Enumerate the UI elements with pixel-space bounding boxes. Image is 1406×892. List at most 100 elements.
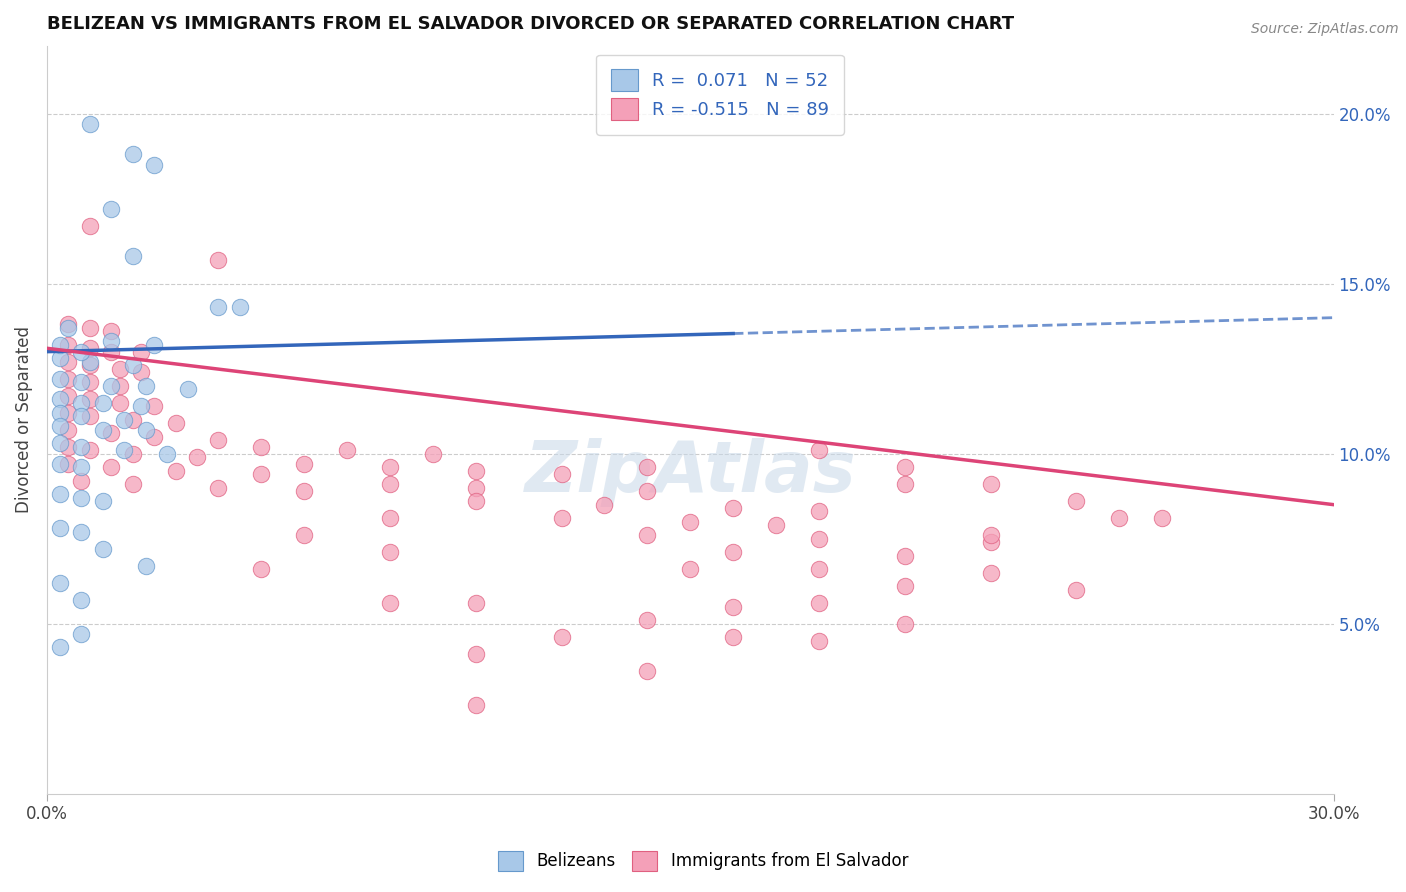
Point: [893, 549, 915, 563]
Point: [464, 464, 486, 478]
Point: [79, 443, 101, 458]
Point: [49, 406, 72, 420]
Point: [79, 219, 101, 233]
Point: [593, 498, 616, 512]
Point: [100, 334, 122, 349]
Point: [464, 481, 486, 495]
Point: [121, 250, 143, 264]
Point: [292, 457, 315, 471]
Point: [721, 599, 744, 614]
Point: [250, 467, 273, 481]
Point: [464, 647, 486, 661]
Point: [79, 355, 101, 369]
Point: [49, 419, 72, 434]
Point: [156, 447, 179, 461]
Point: [464, 596, 486, 610]
Point: [807, 532, 830, 546]
Point: [636, 613, 658, 627]
Point: [807, 562, 830, 576]
Point: [91, 541, 114, 556]
Point: [721, 630, 744, 644]
Point: [100, 460, 122, 475]
Point: [58, 321, 80, 335]
Point: [108, 378, 131, 392]
Point: [979, 528, 1001, 542]
Point: [1152, 511, 1174, 525]
Point: [721, 501, 744, 516]
Point: [378, 511, 401, 525]
Point: [49, 436, 72, 450]
Point: [70, 395, 93, 409]
Point: [58, 406, 80, 420]
Point: [336, 443, 359, 458]
Legend: Belizeans, Immigrants from El Salvador: Belizeans, Immigrants from El Salvador: [489, 842, 917, 880]
Point: [893, 460, 915, 475]
Point: [550, 467, 572, 481]
Point: [807, 596, 830, 610]
Point: [207, 301, 229, 315]
Point: [112, 412, 135, 426]
Point: [893, 579, 915, 593]
Point: [464, 494, 486, 508]
Point: [58, 389, 80, 403]
Point: [143, 158, 166, 172]
Y-axis label: Divorced or Separated: Divorced or Separated: [15, 326, 32, 513]
Point: [58, 338, 80, 352]
Point: [1064, 582, 1087, 597]
Point: [58, 355, 80, 369]
Point: [58, 372, 80, 386]
Point: [143, 399, 166, 413]
Point: [121, 358, 143, 372]
Point: [121, 147, 143, 161]
Point: [636, 665, 658, 679]
Point: [807, 443, 830, 458]
Point: [79, 409, 101, 424]
Point: [49, 351, 72, 366]
Point: [135, 378, 157, 392]
Point: [721, 545, 744, 559]
Point: [207, 433, 229, 447]
Point: [121, 447, 143, 461]
Point: [79, 358, 101, 372]
Point: [70, 524, 93, 539]
Point: [250, 440, 273, 454]
Point: [49, 372, 72, 386]
Point: [49, 521, 72, 535]
Point: [49, 338, 72, 352]
Point: [165, 464, 187, 478]
Point: [70, 491, 93, 505]
Point: [70, 344, 93, 359]
Point: [979, 477, 1001, 491]
Point: [292, 528, 315, 542]
Point: [49, 457, 72, 471]
Point: [70, 627, 93, 641]
Point: [807, 504, 830, 518]
Point: [70, 593, 93, 607]
Point: [70, 460, 93, 475]
Point: [679, 515, 702, 529]
Point: [143, 430, 166, 444]
Point: [893, 616, 915, 631]
Point: [1108, 511, 1130, 525]
Point: [165, 416, 187, 430]
Point: [108, 361, 131, 376]
Point: [100, 324, 122, 338]
Point: [58, 457, 80, 471]
Point: [58, 423, 80, 437]
Point: [100, 378, 122, 392]
Point: [979, 566, 1001, 580]
Point: [70, 474, 93, 488]
Point: [58, 440, 80, 454]
Point: [229, 301, 252, 315]
Point: [129, 344, 152, 359]
Point: [807, 633, 830, 648]
Point: [207, 481, 229, 495]
Point: [378, 477, 401, 491]
Point: [129, 399, 152, 413]
Point: [100, 426, 122, 441]
Point: [91, 395, 114, 409]
Point: [49, 392, 72, 407]
Point: [143, 338, 166, 352]
Point: [58, 318, 80, 332]
Point: [679, 562, 702, 576]
